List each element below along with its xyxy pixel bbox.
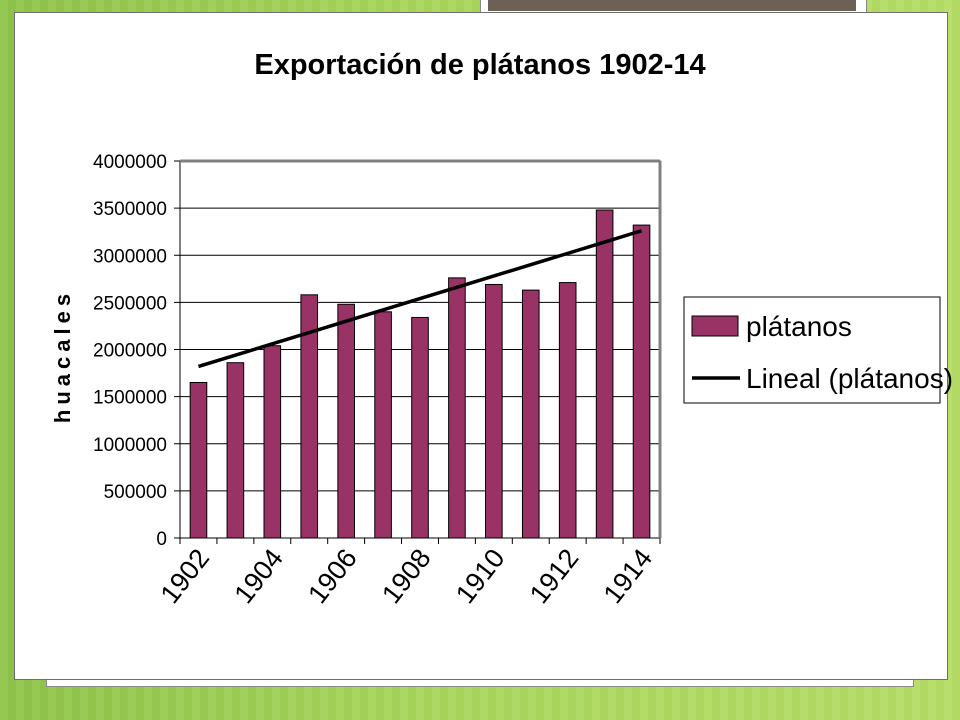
y-tick-label: 2500000 (93, 293, 167, 314)
slide-top-tab-bar (488, 0, 856, 11)
chart-title: Exportación de plátanos 1902-14 (254, 49, 705, 81)
y-tick-label: 1000000 (93, 435, 167, 456)
x-tick-label: 1912 (524, 543, 585, 609)
bar (226, 362, 245, 539)
y-tick-label: 3000000 (93, 246, 167, 267)
bar (558, 282, 577, 539)
y-tick-label: 1500000 (93, 388, 167, 409)
bar (411, 316, 429, 539)
bar (337, 303, 355, 539)
y-tick-label: 3500000 (93, 199, 167, 220)
bar (485, 283, 503, 539)
bar (521, 289, 540, 539)
x-tick-label: 1914 (598, 543, 659, 609)
trendline-series (197, 229, 643, 369)
slide-content-frame (46, 676, 914, 687)
legend-box (683, 296, 941, 404)
y-axis-label: huacales (50, 289, 75, 423)
y-tick-label: 2000000 (93, 341, 167, 362)
y-tick-label: 4000000 (93, 152, 167, 173)
trendline (197, 229, 643, 369)
bar-series (189, 209, 651, 539)
legend-swatch-bar (691, 315, 739, 337)
x-tick-label: 1904 (228, 543, 289, 609)
legend-label-platanos: plátanos (746, 311, 852, 342)
bar (263, 345, 282, 539)
x-tick-labels: 1902 1904 1906 1908 1910 1912 1914 (155, 543, 659, 609)
bar (595, 209, 614, 539)
bar (189, 381, 208, 539)
x-tick-label: 1902 (155, 543, 216, 609)
legend: plátanos Lineal (plátanos) (683, 296, 953, 404)
bar (632, 224, 651, 539)
x-tick-label: 1910 (450, 543, 511, 609)
bar (374, 311, 392, 539)
legend-label-lineal: Lineal (plátanos) (746, 363, 953, 394)
x-tick-label: 1906 (302, 543, 363, 609)
x-tick-label: 1908 (376, 543, 437, 609)
y-tick-label: 500000 (104, 482, 167, 503)
axes (179, 159, 662, 544)
y-tick-label: 0 (156, 529, 167, 550)
y-tick-labels: 4000000 3500000 3000000 2500000 2000000 15000… (93, 152, 167, 550)
bar (448, 277, 466, 539)
